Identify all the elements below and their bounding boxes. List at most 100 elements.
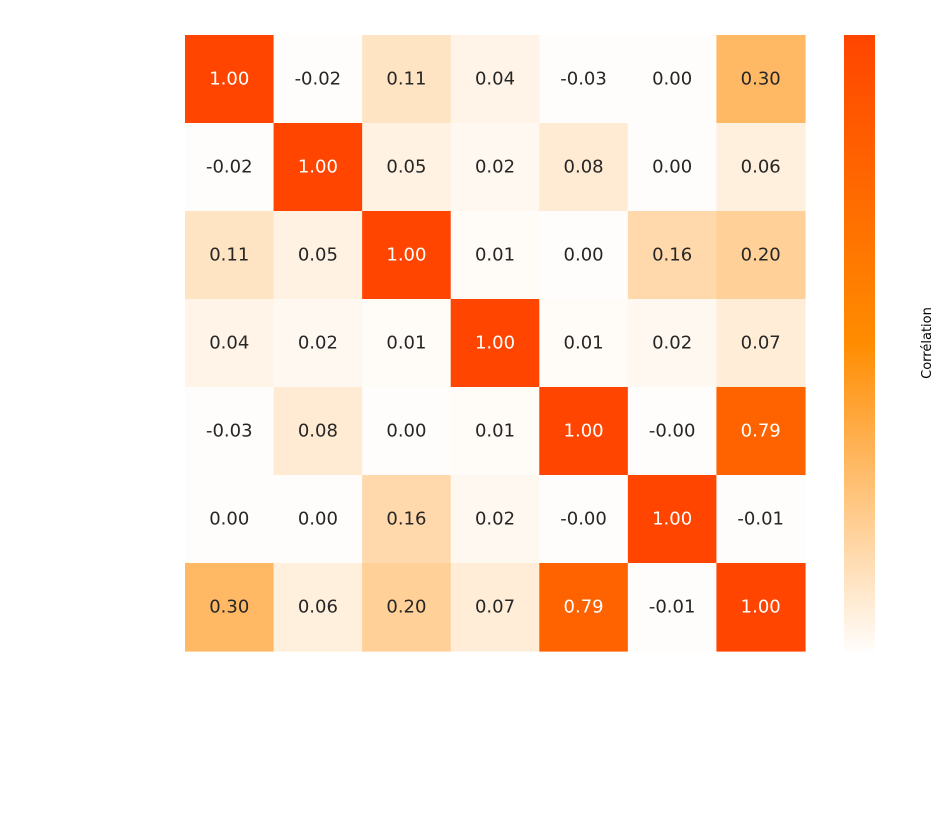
heatmap-cell [273,563,363,652]
heatmap-cell [273,387,363,476]
heatmap-cell-value: 0.01 [475,245,515,266]
heatmap-cell [362,35,452,124]
heatmap-cell-value: 0.08 [564,157,604,178]
heatmap-cell-value: 0.00 [386,421,426,442]
heatmap-cell-value: 0.04 [209,333,249,354]
heatmap-cell-value: 0.00 [652,69,692,90]
heatmap-cell [716,387,806,476]
heatmap-cell [362,299,452,388]
heatmap-cell-value: 1.00 [386,245,426,266]
heatmap-cell-value: -0.00 [649,421,696,442]
colorbar-label: Corrélation [920,307,935,379]
heatmap-cell [539,35,629,124]
heatmap-cell [716,211,806,300]
heatmap-cell [716,299,806,388]
heatmap-cell [362,123,452,212]
heatmap-cell [273,475,363,564]
heatmap-cell [716,35,806,124]
heatmap-cell-value: 0.05 [386,157,426,178]
heatmap-cell-value: 1.00 [652,509,692,530]
heatmap-cell-value: 0.01 [386,333,426,354]
heatmap-cell [185,387,275,476]
heatmap-cell [539,475,629,564]
heatmap-cell-value: 0.30 [209,597,249,618]
heatmap-cell [450,123,540,212]
heatmap-cell-value: 0.02 [652,333,692,354]
heatmap-cell-value: 1.00 [209,69,249,90]
heatmap-cell-value: 1.00 [475,333,515,354]
heatmap-cell [627,299,718,388]
heatmap-cell [716,475,806,564]
heatmap-cell-value: 0.02 [298,333,338,354]
heatmap-cell [627,123,718,212]
heatmap-cell-value: 0.01 [475,421,515,442]
heatmap-cell [273,299,363,388]
heatmap-cell [185,211,275,300]
heatmap-cell-value: -0.00 [560,509,607,530]
heatmap-cell-value: 0.20 [386,597,426,618]
heatmap-cell [185,299,275,388]
heatmap-cell [362,475,452,564]
heatmap-cell-value: 0.79 [741,421,781,442]
heatmap-cell-value: 0.00 [564,245,604,266]
heatmap-cell-value: -0.03 [206,421,253,442]
heatmap-cell [450,35,540,124]
heatmap-cell [450,211,540,300]
heatmap-cell [627,475,718,564]
heatmap-cell [716,563,806,652]
colorbar [844,35,875,651]
heatmap-cell-value: 0.02 [475,157,515,178]
heatmap-cell-labels: 1.00 -0.02 0.11 0.04 -0.03 0.00 0.30 -0.02 1.00 0… [206,69,784,618]
heatmap-cell [539,387,629,476]
heatmap-cell-value: 0.16 [652,245,692,266]
heatmap-cell-value: 0.06 [298,597,338,618]
heatmap-cell-value: 0.16 [386,509,426,530]
heatmap-cell-value: -0.01 [649,597,696,618]
heatmap-cell [185,475,275,564]
heatmap-cell-value: -0.02 [295,69,342,90]
heatmap-cell [627,563,718,652]
heatmap-cell [273,211,363,300]
heatmap-cell [539,563,629,652]
heatmap-cell-value: 0.00 [652,157,692,178]
heatmap-cell-value: -0.01 [737,509,784,530]
heatmap-cells [185,35,806,652]
heatmap-cell-value: 0.79 [564,597,604,618]
heatmap-cell-value: 0.01 [564,333,604,354]
heatmap-cell [450,563,540,652]
heatmap-cell-value: 0.07 [475,597,515,618]
heatmap-cell-value: 0.06 [741,157,781,178]
heatmap-cell [539,123,629,212]
heatmap-cell-value: 1.00 [564,421,604,442]
heatmap-cell-value: 0.11 [386,69,426,90]
heatmap-cell-value: 0.08 [298,421,338,442]
heatmap-cell-value: 0.00 [209,509,249,530]
heatmap-cell [450,299,540,388]
heatmap-cell-value: -0.02 [206,157,253,178]
heatmap-cell-value: 0.20 [741,245,781,266]
heatmap-cell [273,123,363,212]
heatmap-cell [450,387,540,476]
heatmap-cell-value: 1.00 [298,157,338,178]
heatmap-cell [273,35,363,124]
heatmap-cell [362,563,452,652]
heatmap-cell [539,211,629,300]
heatmap-cell-value: 0.11 [209,245,249,266]
heatmap-cell [362,211,452,300]
heatmap-cell-value: 0.07 [741,333,781,354]
heatmap-cell-value: 0.30 [741,69,781,90]
heatmap-cell [627,387,718,476]
heatmap-cell [539,299,629,388]
heatmap-cell-value: -0.03 [560,69,607,90]
heatmap-cell [185,563,275,652]
heatmap-cell-value: 0.04 [475,69,515,90]
heatmap-cell [716,123,806,212]
heatmap-cell-value: 0.05 [298,245,338,266]
heatmap-cell [362,387,452,476]
heatmap-cell-value: 0.02 [475,509,515,530]
heatmap-cell [185,35,275,124]
heatmap-cell [627,211,718,300]
heatmap-cell [185,123,275,212]
heatmap-cell [450,475,540,564]
